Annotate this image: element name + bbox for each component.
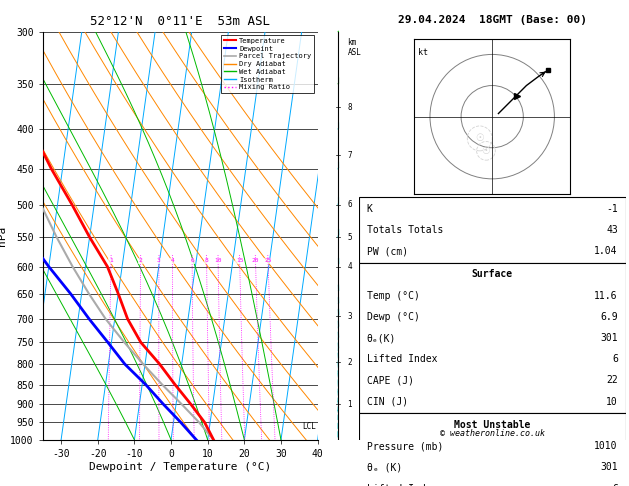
Text: 301: 301 xyxy=(600,333,618,343)
Text: K: K xyxy=(367,204,372,214)
Text: 11.6: 11.6 xyxy=(594,291,618,300)
Text: 301: 301 xyxy=(600,462,618,472)
Text: 4: 4 xyxy=(170,259,174,263)
Text: 8: 8 xyxy=(348,103,352,112)
Text: Dewp (°C): Dewp (°C) xyxy=(367,312,420,322)
Bar xyxy=(359,262,626,413)
Text: 2: 2 xyxy=(348,358,352,366)
Text: Lifted Index: Lifted Index xyxy=(367,484,437,486)
Text: 15: 15 xyxy=(236,259,243,263)
Text: PW (cm): PW (cm) xyxy=(367,246,408,256)
Text: 1.04: 1.04 xyxy=(594,246,618,256)
Text: ☉: ☉ xyxy=(476,134,484,143)
Legend: Temperature, Dewpoint, Parcel Trajectory, Dry Adiabat, Wet Adiabat, Isotherm, Mi: Temperature, Dewpoint, Parcel Trajectory… xyxy=(221,35,314,93)
Text: θₑ (K): θₑ (K) xyxy=(367,462,402,472)
Text: 3: 3 xyxy=(348,312,352,321)
Text: 10: 10 xyxy=(606,397,618,407)
Text: 3: 3 xyxy=(157,259,161,263)
Text: 10: 10 xyxy=(214,259,222,263)
Bar xyxy=(359,413,626,486)
Text: Surface: Surface xyxy=(472,269,513,279)
Text: Temp (°C): Temp (°C) xyxy=(367,291,420,300)
Text: 2: 2 xyxy=(139,259,143,263)
Text: km: km xyxy=(348,38,357,47)
Text: 4: 4 xyxy=(348,262,352,271)
Text: 25: 25 xyxy=(264,259,272,263)
Text: LCL: LCL xyxy=(302,422,316,431)
Text: Most Unstable: Most Unstable xyxy=(454,420,530,430)
Text: 43: 43 xyxy=(606,225,618,235)
Text: 7: 7 xyxy=(348,151,352,160)
Text: 8: 8 xyxy=(204,259,208,263)
Y-axis label: hPa: hPa xyxy=(0,226,8,246)
Text: 1: 1 xyxy=(348,399,352,409)
Text: 6.9: 6.9 xyxy=(600,312,618,322)
Text: 20: 20 xyxy=(252,259,259,263)
Text: θₑ(K): θₑ(K) xyxy=(367,333,396,343)
Text: 6: 6 xyxy=(348,200,352,209)
Text: 29.04.2024  18GMT (Base: 00): 29.04.2024 18GMT (Base: 00) xyxy=(398,15,587,25)
Bar xyxy=(359,197,626,262)
Text: 6: 6 xyxy=(612,484,618,486)
Text: 6: 6 xyxy=(612,354,618,364)
Text: 5: 5 xyxy=(348,233,352,242)
Text: 1: 1 xyxy=(109,259,113,263)
Text: ASL: ASL xyxy=(348,48,362,57)
Text: © weatheronline.co.uk: © weatheronline.co.uk xyxy=(440,429,545,438)
Text: Lifted Index: Lifted Index xyxy=(367,354,437,364)
Text: 1010: 1010 xyxy=(594,441,618,451)
Text: CIN (J): CIN (J) xyxy=(367,397,408,407)
Text: CAPE (J): CAPE (J) xyxy=(367,376,413,385)
Text: -1: -1 xyxy=(606,204,618,214)
Text: Pressure (mb): Pressure (mb) xyxy=(367,441,443,451)
Text: kt: kt xyxy=(418,48,428,57)
Text: ☉: ☉ xyxy=(482,146,491,156)
Text: 6: 6 xyxy=(190,259,194,263)
Text: Totals Totals: Totals Totals xyxy=(367,225,443,235)
Text: 22: 22 xyxy=(606,376,618,385)
Text: 52°12'N  0°11'E  53m ASL: 52°12'N 0°11'E 53m ASL xyxy=(90,15,270,28)
X-axis label: Dewpoint / Temperature (°C): Dewpoint / Temperature (°C) xyxy=(89,462,271,471)
